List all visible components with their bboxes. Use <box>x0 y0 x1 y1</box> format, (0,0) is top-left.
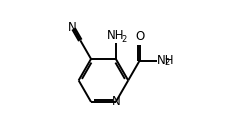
Text: O: O <box>135 30 144 43</box>
Text: NH: NH <box>157 54 175 67</box>
Text: NH: NH <box>107 29 125 42</box>
Text: N: N <box>111 95 120 108</box>
Text: N: N <box>68 21 77 34</box>
Text: 2: 2 <box>164 58 169 67</box>
Text: 2: 2 <box>121 35 126 44</box>
